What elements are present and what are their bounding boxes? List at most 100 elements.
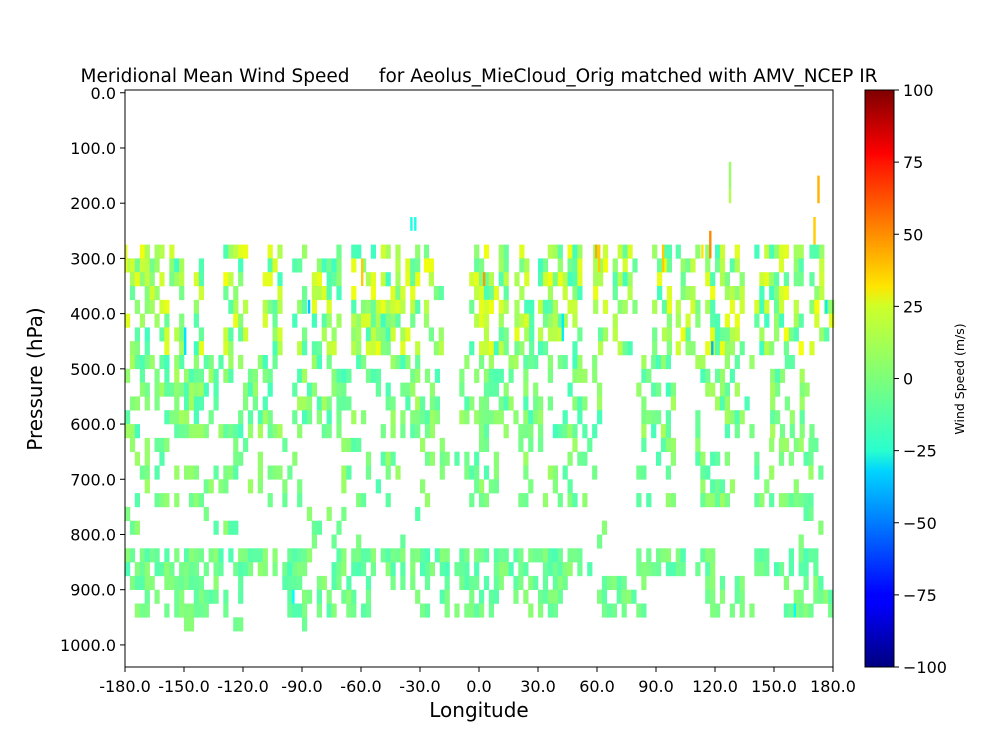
heatmap-cell [179, 355, 185, 370]
heatmap-cell [690, 299, 696, 314]
heatmap-cell [193, 272, 199, 287]
x-tick-label: -30.0 [399, 677, 440, 696]
heatmap-cell [365, 341, 372, 356]
heatmap-cell [238, 313, 244, 328]
heatmap-cell [287, 603, 293, 618]
heatmap-cell [793, 244, 799, 259]
heatmap-cell [764, 299, 770, 314]
heatmap-cell [292, 575, 298, 590]
heatmap-cell [410, 424, 416, 439]
x-tick-label: 0.0 [466, 677, 491, 696]
heatmap-cell [400, 327, 406, 342]
heatmap-cell [134, 327, 140, 342]
heatmap-cell [380, 424, 386, 439]
heatmap-cell [144, 451, 150, 466]
heatmap-cell [129, 424, 136, 439]
heatmap-cell [351, 437, 357, 452]
heatmap-cell [134, 575, 140, 590]
heatmap-cell [754, 493, 760, 508]
y-axis: 0.0 100.0 200.0 300.0 400.0 500.0 600.0 700.0 80… [60, 84, 125, 655]
heatmap-cell [243, 244, 249, 259]
heatmap-cell [606, 603, 612, 618]
heatmap-cell [454, 562, 460, 577]
heatmap-cell [483, 299, 490, 314]
heatmap-cell [538, 424, 544, 439]
heatmap-cell [503, 299, 509, 314]
heatmap-cell [700, 465, 706, 480]
heatmap-cell [228, 341, 234, 356]
heatmap-cell [498, 244, 504, 259]
heatmap-cell [326, 355, 332, 370]
heatmap-cell [144, 341, 150, 356]
heatmap-cell [213, 396, 219, 411]
heatmap-cell [159, 382, 165, 397]
colorbar-tick-label: −100 [903, 658, 947, 677]
heatmap-cell [469, 299, 475, 314]
heatmap-cell [144, 465, 150, 480]
heatmap-cell [819, 327, 825, 342]
colorbar-tick-label: 100 [903, 81, 934, 100]
heatmap-cell [380, 299, 386, 314]
heatmap-cell [562, 465, 568, 480]
heatmap-cell [365, 272, 372, 287]
x-tick-label: 90.0 [638, 677, 674, 696]
heatmap-cell [287, 589, 293, 604]
heatmap-cell [159, 299, 165, 314]
heatmap-cell [538, 589, 544, 604]
heatmap-cell [680, 562, 686, 577]
heatmap-cell [331, 327, 337, 342]
heatmap-cell [724, 355, 730, 370]
heatmap-cell [719, 258, 726, 273]
heatmap-cell [793, 313, 799, 328]
heatmap-cell [233, 299, 239, 314]
heatmap-cell [390, 451, 396, 466]
x-tick-label: -180.0 [99, 677, 151, 696]
heatmap-cell [818, 465, 824, 480]
heatmap-cell [818, 589, 824, 604]
heatmap-cell [498, 299, 504, 314]
heatmap-cell [724, 313, 730, 328]
heatmap-cell [770, 382, 776, 397]
heatmap-cell [665, 424, 671, 439]
heatmap-cell [257, 410, 263, 425]
heatmap-cell [567, 258, 573, 273]
heatmap-cell [728, 189, 732, 204]
heatmap-cell [316, 410, 322, 425]
heatmap-cell [695, 451, 701, 466]
heatmap-cell [670, 382, 676, 397]
heatmap-cell [695, 410, 701, 425]
heatmap-cell [428, 258, 434, 273]
heatmap-cell [169, 244, 175, 259]
heatmap-cell [508, 562, 514, 577]
heatmap-cell [538, 548, 544, 563]
heatmap-cell [493, 410, 499, 425]
heatmap-cell [715, 493, 721, 508]
heatmap-cell [700, 451, 706, 466]
heatmap-cell [429, 451, 435, 466]
heatmap-cell [622, 258, 628, 273]
heatmap-cell [542, 562, 549, 577]
heatmap-cell [238, 424, 244, 439]
heatmap-cell [724, 451, 730, 466]
heatmap-cell [685, 258, 691, 273]
heatmap-cell [788, 548, 794, 563]
heatmap-cell [139, 548, 145, 563]
heatmap-cell [798, 589, 804, 604]
heatmap-cell [749, 424, 755, 439]
heatmap-cell [572, 493, 578, 508]
heatmap-cell [223, 424, 229, 439]
heatmap-cell [542, 313, 549, 328]
heatmap-cell [808, 451, 814, 466]
heatmap-cell [346, 589, 352, 604]
heatmap-cell [277, 465, 283, 480]
heatmap-cell [238, 451, 244, 466]
heatmap-cell [582, 451, 588, 466]
heatmap-cell [125, 368, 131, 383]
heatmap-cell [464, 410, 470, 425]
heatmap-cell [154, 589, 160, 604]
heatmap-cell [390, 313, 396, 328]
heatmap-cell [729, 603, 735, 618]
heatmap-cell [593, 286, 599, 301]
heatmap-cell [508, 368, 514, 383]
heatmap-cell [627, 244, 633, 259]
